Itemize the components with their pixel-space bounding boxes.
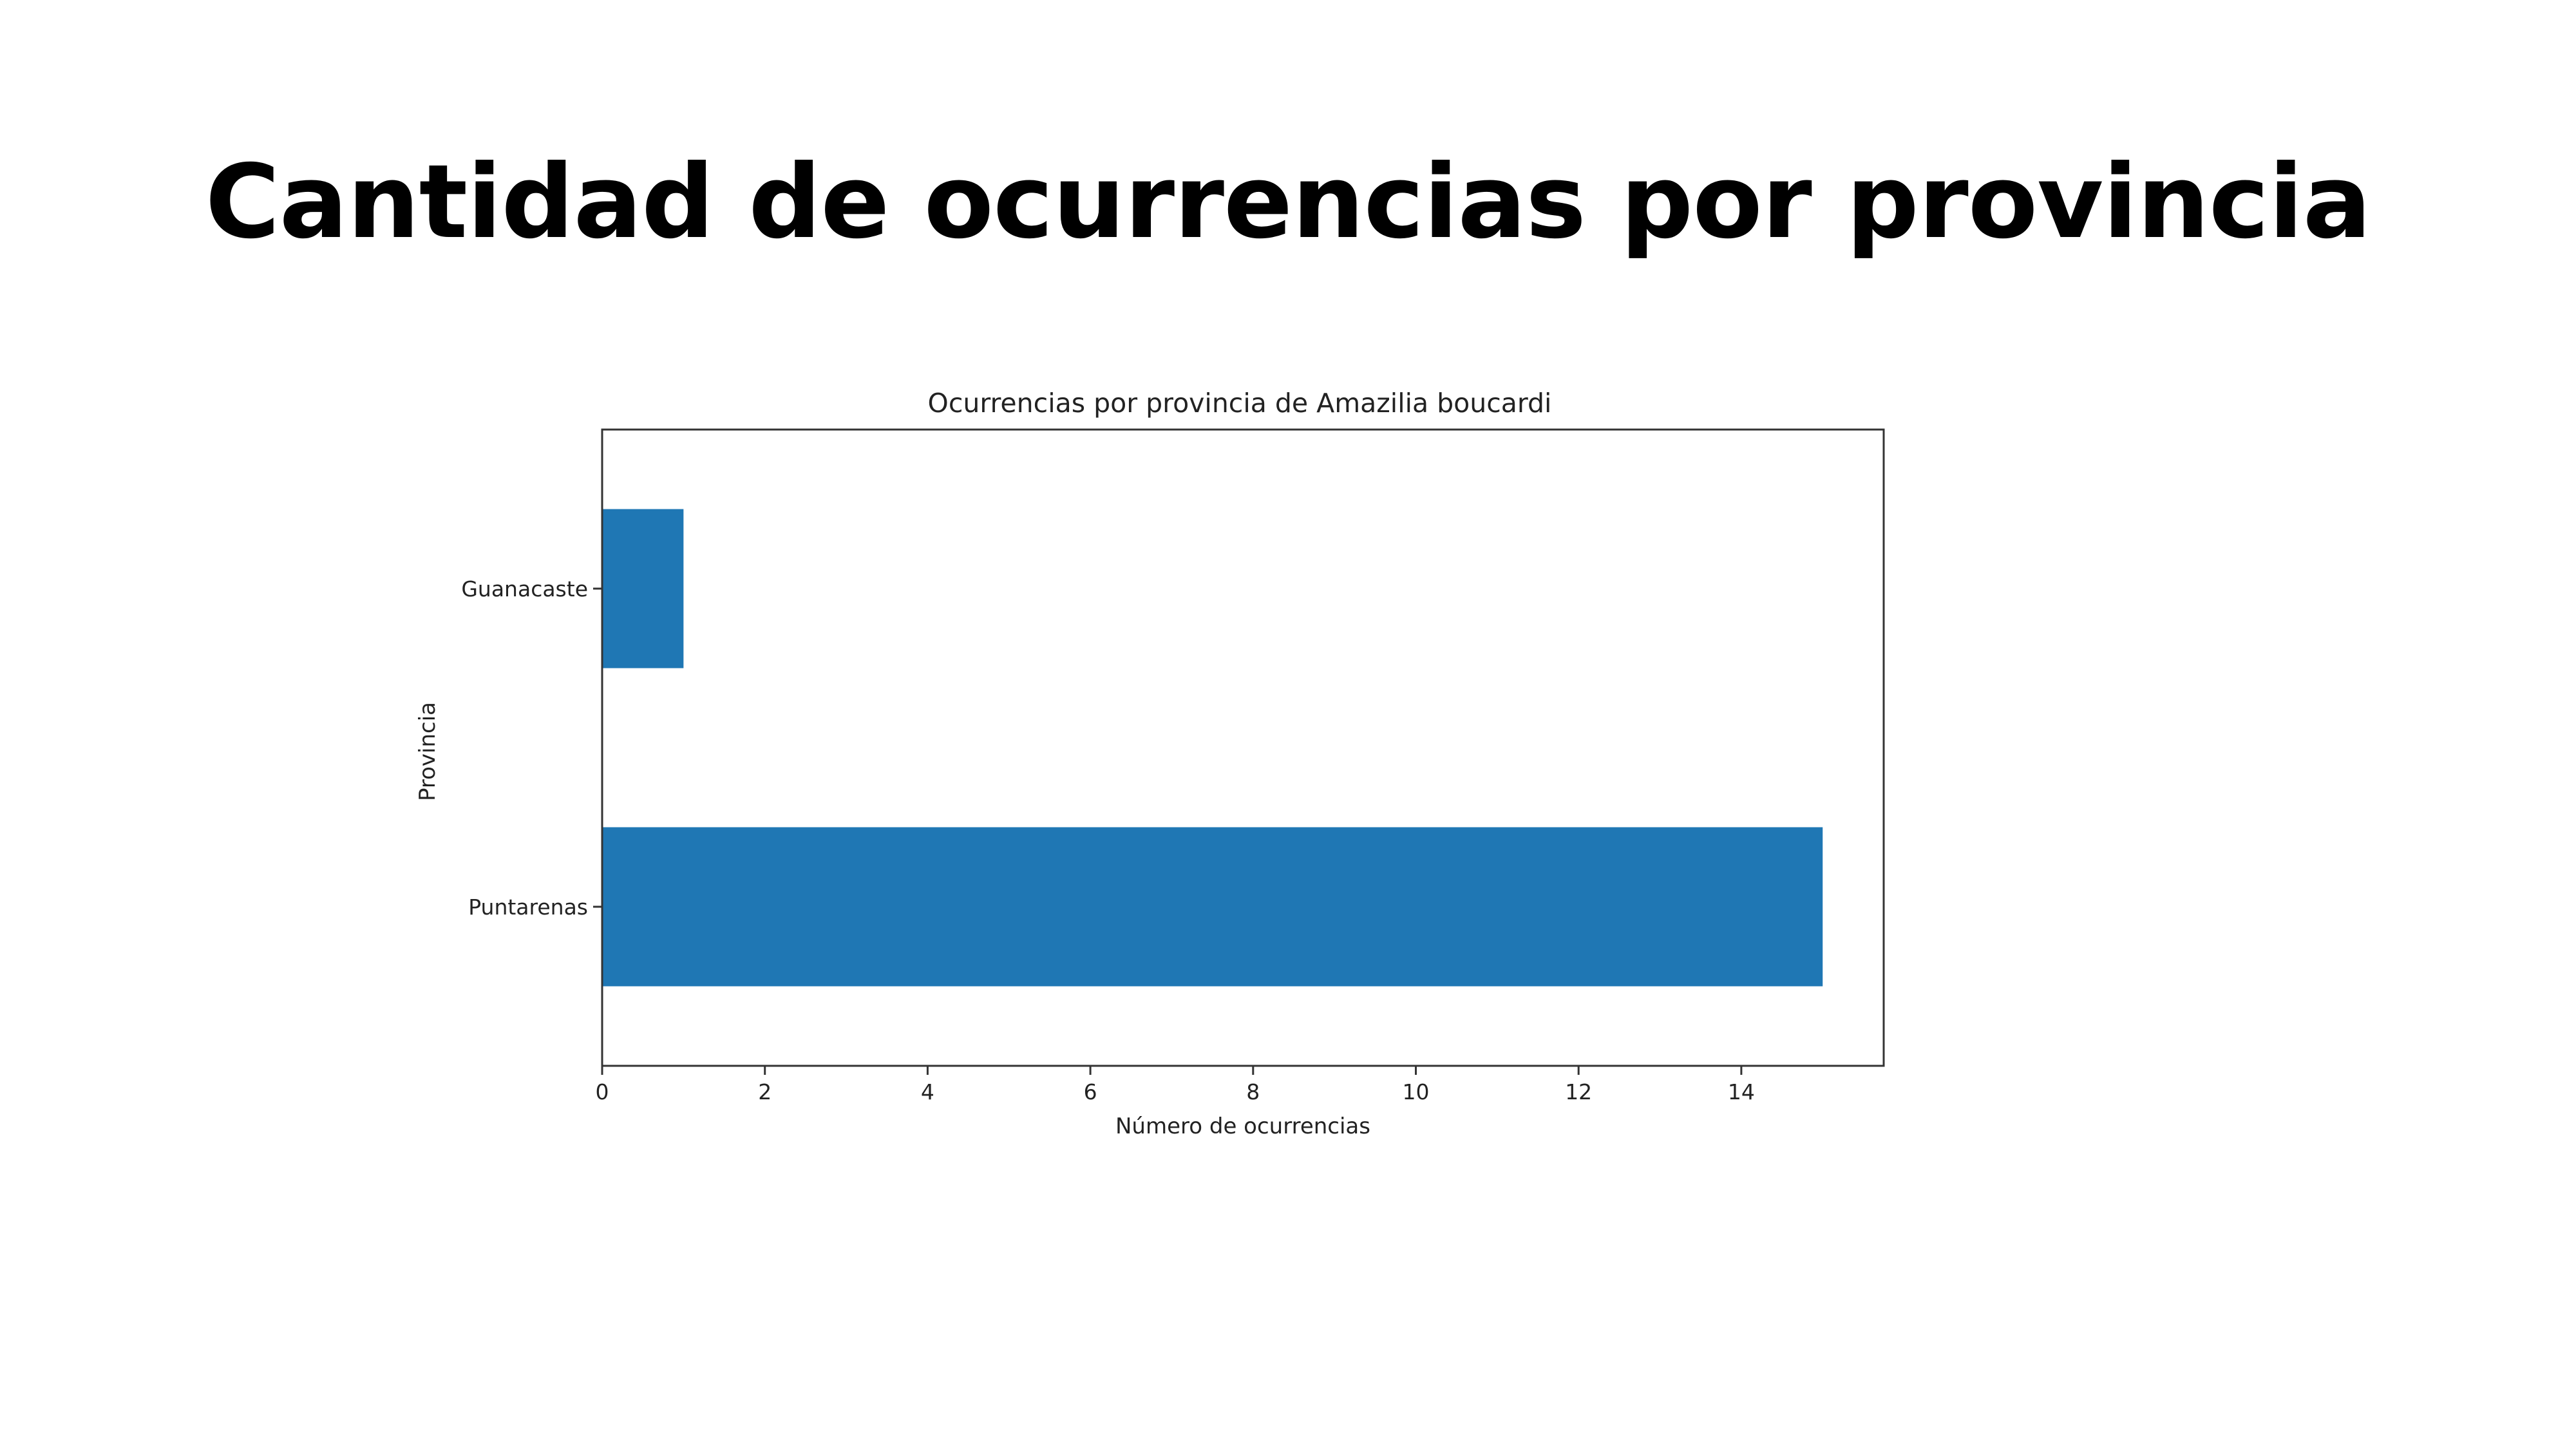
x-tick-label: 2: [758, 1079, 772, 1104]
x-axis-ticks: 0 2 4 6 8 10 12 14: [596, 1066, 1755, 1104]
y-tick-label: Puntarenas: [468, 895, 588, 920]
chart-title: Ocurrencias por provincia de Amazilia bo…: [928, 388, 1552, 419]
bar-puntarenas: [602, 827, 1823, 987]
slide-title: Cantidad de ocurrencias por provincia: [205, 143, 2372, 261]
x-tick-label: 12: [1565, 1079, 1592, 1104]
x-tick-label: 14: [1728, 1079, 1755, 1104]
x-tick-label: 4: [921, 1079, 934, 1104]
x-tick-label: 6: [1084, 1079, 1097, 1104]
y-axis-ticks: Guanacaste Puntarenas: [461, 576, 602, 920]
x-tick-label: 10: [1402, 1079, 1429, 1104]
y-tick-label: Guanacaste: [461, 576, 588, 601]
plot-frame: [601, 428, 1885, 1067]
x-tick-label: 0: [596, 1079, 609, 1104]
y-axis-label: Provincia: [415, 702, 440, 801]
x-tick-label: 8: [1246, 1079, 1260, 1104]
bar-guanacaste: [602, 509, 684, 668]
x-axis-label: Número de ocurrencias: [1115, 1113, 1370, 1139]
bars-layer: [602, 509, 1823, 987]
